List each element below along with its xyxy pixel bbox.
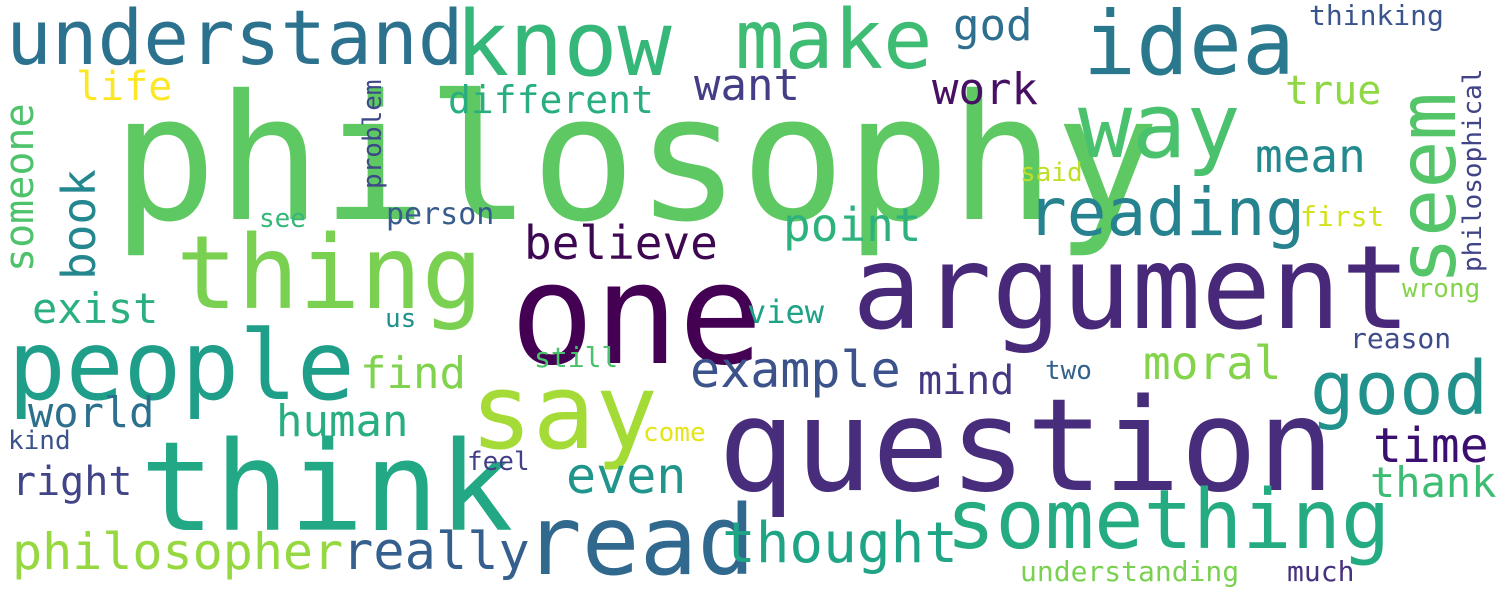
word-philosopher: philosopher: [12, 523, 344, 581]
word-true: true: [1285, 68, 1382, 114]
word-know: know: [455, 0, 672, 97]
word-view: view: [747, 293, 825, 331]
word-exist: exist: [32, 284, 159, 333]
word-much: much: [1287, 555, 1355, 588]
word-point: point: [783, 198, 922, 252]
word-moral: moral: [1143, 336, 1282, 390]
word-god: god: [953, 0, 1033, 51]
word-work: work: [932, 64, 1038, 115]
word-say: say: [470, 351, 658, 473]
word-think: think: [140, 416, 514, 560]
word-even: even: [566, 447, 687, 505]
word-find: find: [360, 348, 466, 399]
word-wrong: wrong: [1402, 274, 1481, 304]
word-two: two: [1045, 356, 1092, 386]
word-philosophy: philosophy: [112, 58, 1160, 261]
word-read: read: [524, 485, 756, 597]
word-kind: kind: [8, 426, 71, 456]
word-us: us: [385, 304, 417, 334]
word-problem: problem: [358, 79, 388, 189]
word-example: example: [690, 341, 901, 399]
word-good: good: [1310, 346, 1489, 432]
word-first: first: [1300, 200, 1385, 233]
word-life: life: [76, 64, 173, 110]
word-human: human: [276, 396, 409, 447]
word-mean: mean: [1255, 129, 1366, 183]
word-different: different: [448, 78, 654, 122]
word-philosophical: philosophical: [1458, 68, 1488, 273]
word-thought: thought: [722, 511, 959, 576]
word-reason: reason: [1350, 322, 1452, 355]
word-feel: feel: [467, 447, 530, 477]
word-see: see: [259, 204, 306, 234]
word-time: time: [1373, 418, 1489, 474]
word-way: way: [1078, 74, 1241, 179]
word-reading: reading: [1027, 174, 1306, 251]
word-believe: believe: [524, 216, 718, 270]
word-book: book: [52, 169, 106, 280]
word-want: want: [694, 60, 800, 111]
word-argument: argument: [852, 221, 1411, 356]
word-said: said: [1020, 158, 1083, 188]
word-idea: idea: [1083, 0, 1295, 95]
word-people: people: [8, 310, 355, 422]
word-thank: thank: [1370, 458, 1497, 507]
word-thinking: thinking: [1309, 0, 1444, 32]
word-really: really: [342, 522, 530, 582]
word-still: still: [534, 341, 619, 374]
word-come: come: [643, 418, 706, 448]
word-understand: understand: [6, 0, 464, 82]
word-right: right: [12, 459, 133, 505]
word-world: world: [28, 388, 155, 437]
word-something: something: [946, 473, 1391, 568]
word-question: question: [718, 372, 1335, 521]
word-thing: thing: [176, 214, 484, 333]
word-make: make: [735, 0, 933, 88]
word-understanding: understanding: [1020, 555, 1240, 588]
word-one: one: [510, 234, 763, 397]
word-seem: seem: [1381, 92, 1474, 285]
word-someone: someone: [0, 103, 43, 272]
word-mind: mind: [918, 358, 1015, 404]
word-person: person: [386, 197, 495, 232]
